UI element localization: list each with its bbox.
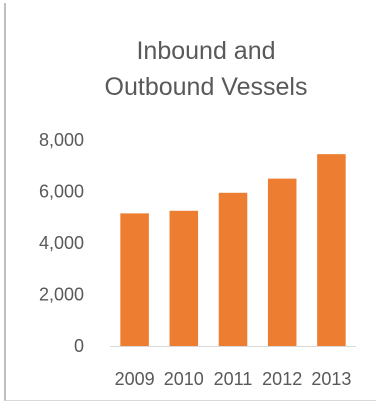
y-tick-label: 6,000: [39, 182, 84, 202]
y-axis-ticks: 0 2,000 4,000 6,000 8,000: [39, 130, 84, 356]
x-tick-label: 2010: [164, 369, 204, 389]
x-tick-label: 2013: [311, 369, 351, 389]
bars: [120, 154, 346, 346]
chart-container: Inbound and Outbound Vessels 0 2,000 4,000…: [4, 3, 376, 401]
bar-2011: [218, 192, 248, 346]
y-tick-label: 2,000: [39, 285, 84, 305]
x-axis-ticks: 2009 2010 2011 2012 2013: [115, 369, 352, 389]
bar-2009: [120, 213, 149, 346]
bar-2013: [317, 154, 346, 346]
y-tick-label: 0: [74, 336, 84, 356]
y-tick-label: 8,000: [39, 130, 84, 150]
x-tick-label: 2011: [214, 369, 253, 389]
bar-2010: [169, 210, 199, 346]
bar-2012: [267, 178, 297, 346]
y-tick-label: 4,000: [39, 233, 84, 253]
x-tick-label: 2012: [262, 369, 302, 389]
chart-title: Inbound and Outbound Vessels: [104, 37, 308, 101]
x-tick-label: 2009: [115, 369, 155, 389]
